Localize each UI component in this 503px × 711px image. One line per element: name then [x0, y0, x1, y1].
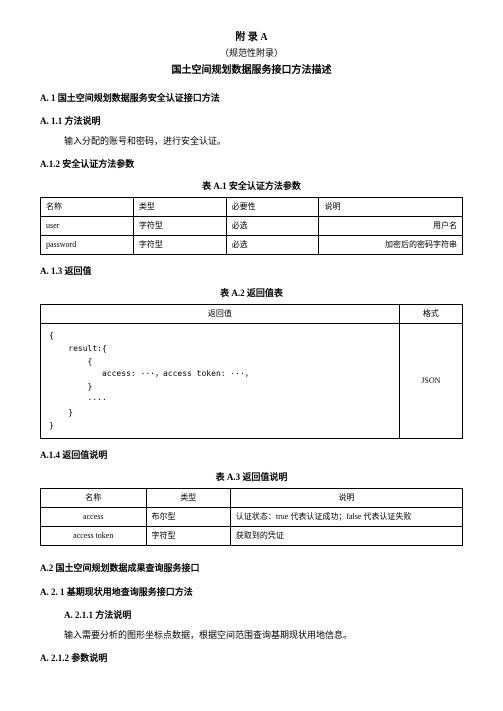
doc-title: 国土空间规划数据服务接口方法描述 — [40, 63, 463, 78]
cell: 用户名 — [319, 217, 463, 236]
table-row: { result:{ { access: ···，access token: ·… — [41, 324, 463, 439]
table-a3-caption: 表 A.3 返回值说明 — [40, 471, 463, 485]
cell: 加密后的密码字符串 — [319, 236, 463, 255]
cell: 布尔型 — [146, 508, 230, 527]
cell: access — [41, 508, 147, 527]
table-a1: 名称 类型 必要性 说明 user 字符型 必选 用户名 password 字符… — [40, 197, 463, 255]
th-format: 格式 — [399, 305, 462, 324]
heading-a21: A. 2. 1 基期现状用地查询服务接口方法 — [40, 586, 463, 600]
table-row: 名称 类型 必要性 说明 — [41, 198, 463, 217]
cell: 获取到的凭证 — [230, 527, 462, 546]
heading-a1: A. 1 国土空间规划数据服务安全认证接口方法 — [40, 92, 463, 106]
body-a11: 输入分配的账号和密码，进行安全认证。 — [64, 135, 463, 149]
heading-a2: A.2 国土空间规划数据成果查询服务接口 — [40, 562, 463, 576]
cell: 认证状态：true 代表认证成功；false 代表认证失败 — [230, 508, 462, 527]
th-req: 必要性 — [226, 198, 319, 217]
doc-header: 附 录 A （规范性附录） 国土空间规划数据服务接口方法描述 — [40, 30, 463, 78]
table-a3: 名称 类型 说明 access 布尔型 认证状态：true 代表认证成功；fal… — [40, 488, 463, 546]
heading-a12: A.1.2 安全认证方法参数 — [40, 158, 463, 172]
table-a2: 返回值 格式 { result:{ { access: ···，access t… — [40, 304, 463, 439]
cell: 字符型 — [146, 527, 230, 546]
table-row: password 字符型 必选 加密后的密码字符串 — [41, 236, 463, 255]
return-format: JSON — [399, 324, 462, 439]
table-a1-caption: 表 A.1 安全认证方法参数 — [40, 180, 463, 194]
cell: 必选 — [226, 217, 319, 236]
heading-a212: A. 2.1.2 参数说明 — [40, 652, 463, 666]
appendix-kind: （规范性附录） — [40, 47, 463, 61]
table-row: access 布尔型 认证状态：true 代表认证成功；false 代表认证失败 — [41, 508, 463, 527]
table-a2-caption: 表 A.2 返回值表 — [40, 287, 463, 301]
th-return: 返回值 — [41, 305, 400, 324]
th-name: 名称 — [41, 198, 134, 217]
return-code: { result:{ { access: ···，access token: ·… — [41, 324, 400, 439]
th-desc: 说明 — [319, 198, 463, 217]
cell: 必选 — [226, 236, 319, 255]
table-row: 返回值 格式 — [41, 305, 463, 324]
appendix-tag: 附 录 A — [40, 30, 463, 45]
table-row: access token 字符型 获取到的凭证 — [41, 527, 463, 546]
table-row: 名称 类型 说明 — [41, 489, 463, 508]
table-row: user 字符型 必选 用户名 — [41, 217, 463, 236]
cell: password — [41, 236, 134, 255]
th-type: 类型 — [146, 489, 230, 508]
heading-a14: A.1.4 返回值说明 — [40, 449, 463, 463]
cell: 字符型 — [133, 217, 226, 236]
th-name: 名称 — [41, 489, 147, 508]
cell: user — [41, 217, 134, 236]
heading-a13: A. 1.3 返回值 — [40, 265, 463, 279]
cell: access token — [41, 527, 147, 546]
body-a211: 输入需要分析的图形坐标点数据，根据空间范围查询基期现状用地信息。 — [64, 629, 463, 643]
th-desc: 说明 — [230, 489, 462, 508]
heading-a11: A. 1.1 方法说明 — [40, 115, 463, 129]
th-type: 类型 — [133, 198, 226, 217]
cell: 字符型 — [133, 236, 226, 255]
heading-a211: A. 2.1.1 方法说明 — [64, 609, 463, 623]
